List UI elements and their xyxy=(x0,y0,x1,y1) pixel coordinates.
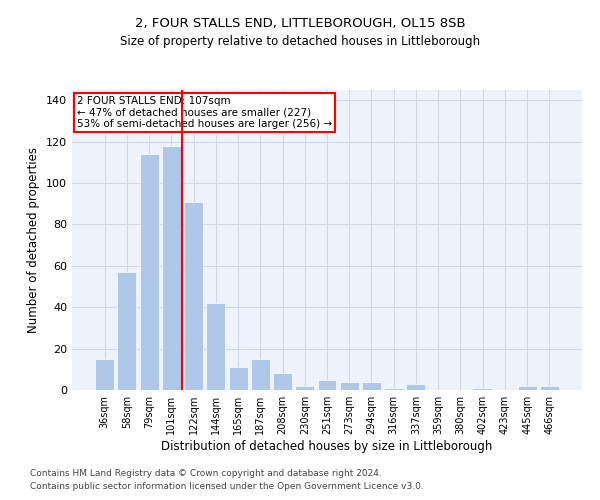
Bar xyxy=(184,202,203,390)
Bar xyxy=(473,388,492,390)
Bar xyxy=(340,382,359,390)
X-axis label: Distribution of detached houses by size in Littleborough: Distribution of detached houses by size … xyxy=(161,440,493,453)
Text: 2, FOUR STALLS END, LITTLEBOROUGH, OL15 8SB: 2, FOUR STALLS END, LITTLEBOROUGH, OL15 … xyxy=(134,18,466,30)
Bar xyxy=(273,374,292,390)
Bar xyxy=(406,384,425,390)
Bar xyxy=(162,146,181,390)
Y-axis label: Number of detached properties: Number of detached properties xyxy=(28,147,40,333)
Bar xyxy=(118,272,136,390)
Bar xyxy=(95,359,114,390)
Bar xyxy=(317,380,337,390)
Bar xyxy=(229,367,248,390)
Bar xyxy=(206,303,225,390)
Bar xyxy=(384,388,403,390)
Text: Contains public sector information licensed under the Open Government Licence v3: Contains public sector information licen… xyxy=(30,482,424,491)
Text: Contains HM Land Registry data © Crown copyright and database right 2024.: Contains HM Land Registry data © Crown c… xyxy=(30,468,382,477)
Bar xyxy=(295,386,314,390)
Bar xyxy=(362,382,381,390)
Text: 2 FOUR STALLS END: 107sqm
← 47% of detached houses are smaller (227)
53% of semi: 2 FOUR STALLS END: 107sqm ← 47% of detac… xyxy=(77,96,332,129)
Bar xyxy=(540,386,559,390)
Bar xyxy=(140,154,158,390)
Bar xyxy=(518,386,536,390)
Text: Size of property relative to detached houses in Littleborough: Size of property relative to detached ho… xyxy=(120,35,480,48)
Bar xyxy=(251,359,270,390)
